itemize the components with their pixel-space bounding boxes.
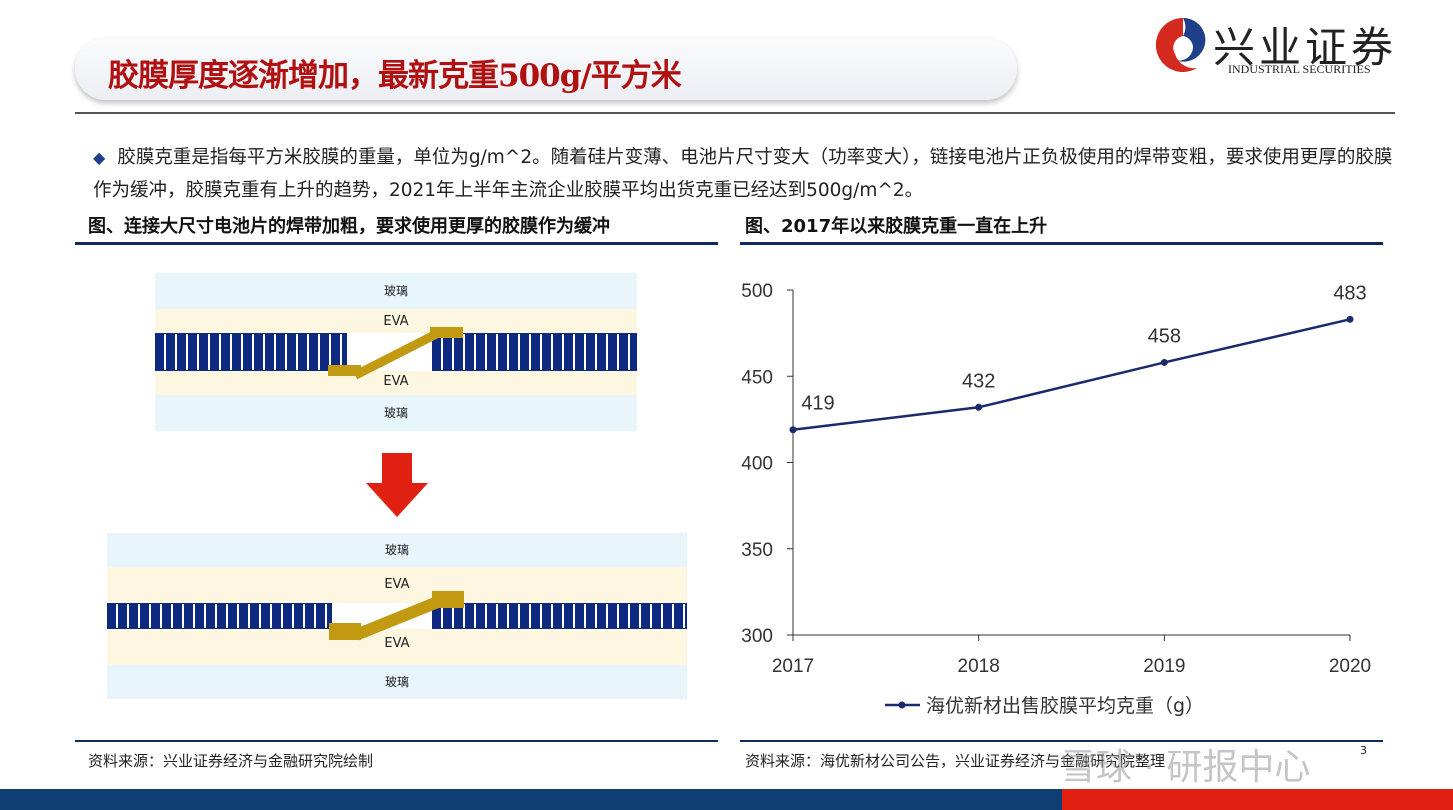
data-point	[1160, 358, 1168, 366]
logo-icon	[1155, 17, 1206, 72]
glass-layer: 玻璃	[107, 665, 687, 699]
title-banner	[75, 38, 1017, 100]
line-chart: 300 350 400 450 500 2017 2018 2019 2020 419 432 458…	[741, 281, 1371, 717]
left-footer-rule	[75, 740, 718, 742]
page-number: 3	[1360, 744, 1367, 757]
data-label: 432	[962, 370, 995, 392]
right-footer-rule	[740, 740, 1383, 742]
ribbon-high	[430, 327, 463, 338]
eva-layer-top: EVA	[155, 309, 637, 333]
glass-layer: 玻璃	[155, 395, 637, 431]
bullet-paragraph: ◆ 胶膜克重是指每平方米胶膜的重量，单位为g/m^2。随着硅片变薄、电池片尺寸变大…	[93, 141, 1393, 207]
eva-layer-bottom: EVA	[107, 629, 687, 665]
right-source: 资料来源：海优新材公司公告，兴业证券经济与金融研究院整理	[745, 752, 1166, 770]
watermark: 雪球 · 研报中心	[1060, 747, 1311, 788]
logo-subtext: INDUSTRIAL SECURITIES	[1228, 62, 1371, 76]
legend-marker	[898, 701, 906, 709]
eva-layer-top: EVA	[107, 567, 687, 603]
module-diagram-thick: 玻璃 EVA EVA 玻璃	[107, 533, 687, 699]
page-title: 胶膜厚度逐渐增加，最新克重500g/平方米	[108, 58, 682, 94]
left-source: 资料来源：兴业证券经济与金融研究院绘制	[88, 752, 374, 770]
x-tick-label: 2020	[1329, 656, 1371, 677]
glass-layer: 玻璃	[107, 533, 687, 567]
data-label: 483	[1333, 282, 1366, 304]
data-point	[975, 403, 983, 411]
y-tick-label: 400	[741, 454, 773, 475]
down-arrow-icon	[366, 453, 428, 517]
right-heading: 图、2017年以来胶膜克重一直在上升	[745, 216, 1048, 237]
y-tick-label: 300	[741, 626, 773, 647]
y-tick-label: 450	[741, 367, 773, 388]
diamond-bullet-icon: ◆	[93, 148, 106, 167]
legend-label: 海优新材出售胶膜平均克重（g）	[926, 695, 1204, 717]
y-tick-label: 500	[741, 281, 773, 302]
data-label: 419	[801, 393, 834, 415]
footer-bar-red	[1062, 789, 1453, 810]
ribbon-low	[328, 365, 361, 376]
x-tick-label: 2019	[1143, 656, 1185, 677]
bullet-text: 胶膜克重是指每平方米胶膜的重量，单位为g/m^2。随着硅片变薄、电池片尺寸变大（…	[93, 147, 1393, 201]
solar-cell-right	[432, 333, 637, 371]
header-divider	[75, 112, 1395, 114]
series-line	[792, 318, 1351, 431]
data-point	[1346, 315, 1354, 323]
glass-layer: 玻璃	[155, 273, 637, 309]
eva-layer-bottom: EVA	[155, 371, 637, 395]
y-tick-label: 350	[741, 540, 773, 561]
footer-bar-blue	[0, 789, 1062, 810]
solar-cell-right	[432, 603, 687, 629]
data-point	[789, 426, 797, 434]
module-diagram-thin: 玻璃 EVA EVA 玻璃	[155, 273, 637, 431]
solar-cell-left	[155, 333, 347, 371]
logo-text: 兴业证券	[1213, 23, 1398, 72]
data-label: 458	[1148, 325, 1181, 347]
x-tick-label: 2018	[958, 656, 1000, 677]
solar-cell-left	[107, 603, 332, 629]
right-heading-rule	[740, 242, 1383, 245]
ribbon-low	[329, 623, 361, 640]
left-heading: 图、连接大尺寸电池片的焊带加粗，要求使用更厚的胶膜作为缓冲	[88, 216, 610, 237]
x-tick-label: 2017	[772, 656, 814, 677]
left-heading-rule	[75, 242, 718, 245]
